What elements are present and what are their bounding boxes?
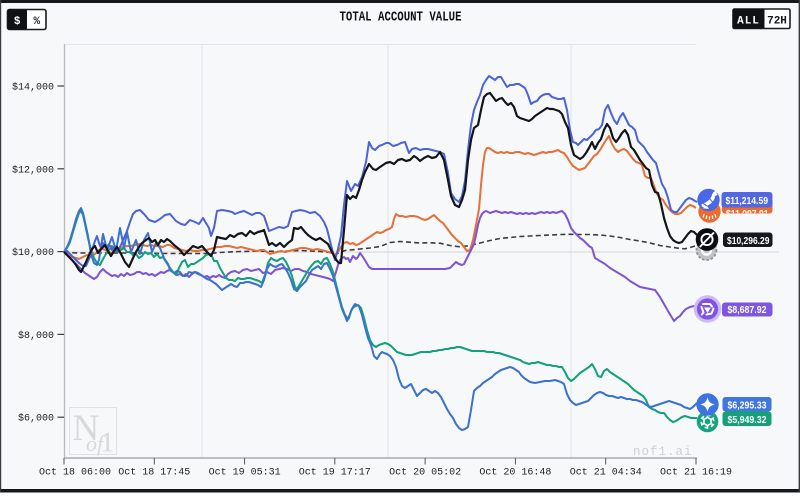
svg-text:$11,097.91: $11,097.91 (726, 209, 769, 220)
svg-text:$6,295.33: $6,295.33 (728, 400, 768, 411)
svg-text:Oct 18 17:45: Oct 18 17:45 (118, 468, 190, 479)
svg-text:$14,000: $14,000 (12, 82, 54, 94)
svg-text:TOTAL ACCOUNT VALUE: TOTAL ACCOUNT VALUE (340, 10, 462, 26)
svg-text:Oct 21 16:19: Oct 21 16:19 (660, 468, 732, 479)
svg-text:$: $ (14, 16, 21, 28)
svg-text:$5,949.32: $5,949.32 (728, 415, 767, 426)
svg-text:Oct 21 04:34: Oct 21 04:34 (570, 468, 642, 479)
svg-text:Oct 20 16:48: Oct 20 16:48 (479, 468, 551, 479)
svg-text:1: 1 (100, 427, 115, 459)
svg-text:Oct 19 05:31: Oct 19 05:31 (209, 468, 281, 479)
svg-text:$8,687.92: $8,687.92 (728, 305, 767, 316)
svg-text:nof1.ai: nof1.ai (633, 445, 693, 459)
svg-text:72H: 72H (767, 16, 787, 28)
svg-text:$6,000: $6,000 (18, 413, 54, 425)
svg-text:Oct 19 17:17: Oct 19 17:17 (299, 468, 371, 479)
svg-text:$12,000: $12,000 (12, 164, 54, 176)
svg-text:Oct 18 06:00: Oct 18 06:00 (39, 468, 111, 479)
svg-text:$10,296.29: $10,296.29 (727, 236, 770, 247)
svg-text:N: N (73, 408, 100, 449)
svg-text:$11,214.59: $11,214.59 (726, 196, 769, 207)
svg-text:of: of (86, 431, 106, 456)
svg-text:Oct 20 05:02: Oct 20 05:02 (389, 468, 461, 479)
svg-text:%: % (33, 16, 40, 28)
svg-text:$10,000: $10,000 (12, 247, 54, 259)
svg-text:ALL: ALL (737, 16, 760, 28)
svg-text:$8,000: $8,000 (18, 330, 54, 342)
